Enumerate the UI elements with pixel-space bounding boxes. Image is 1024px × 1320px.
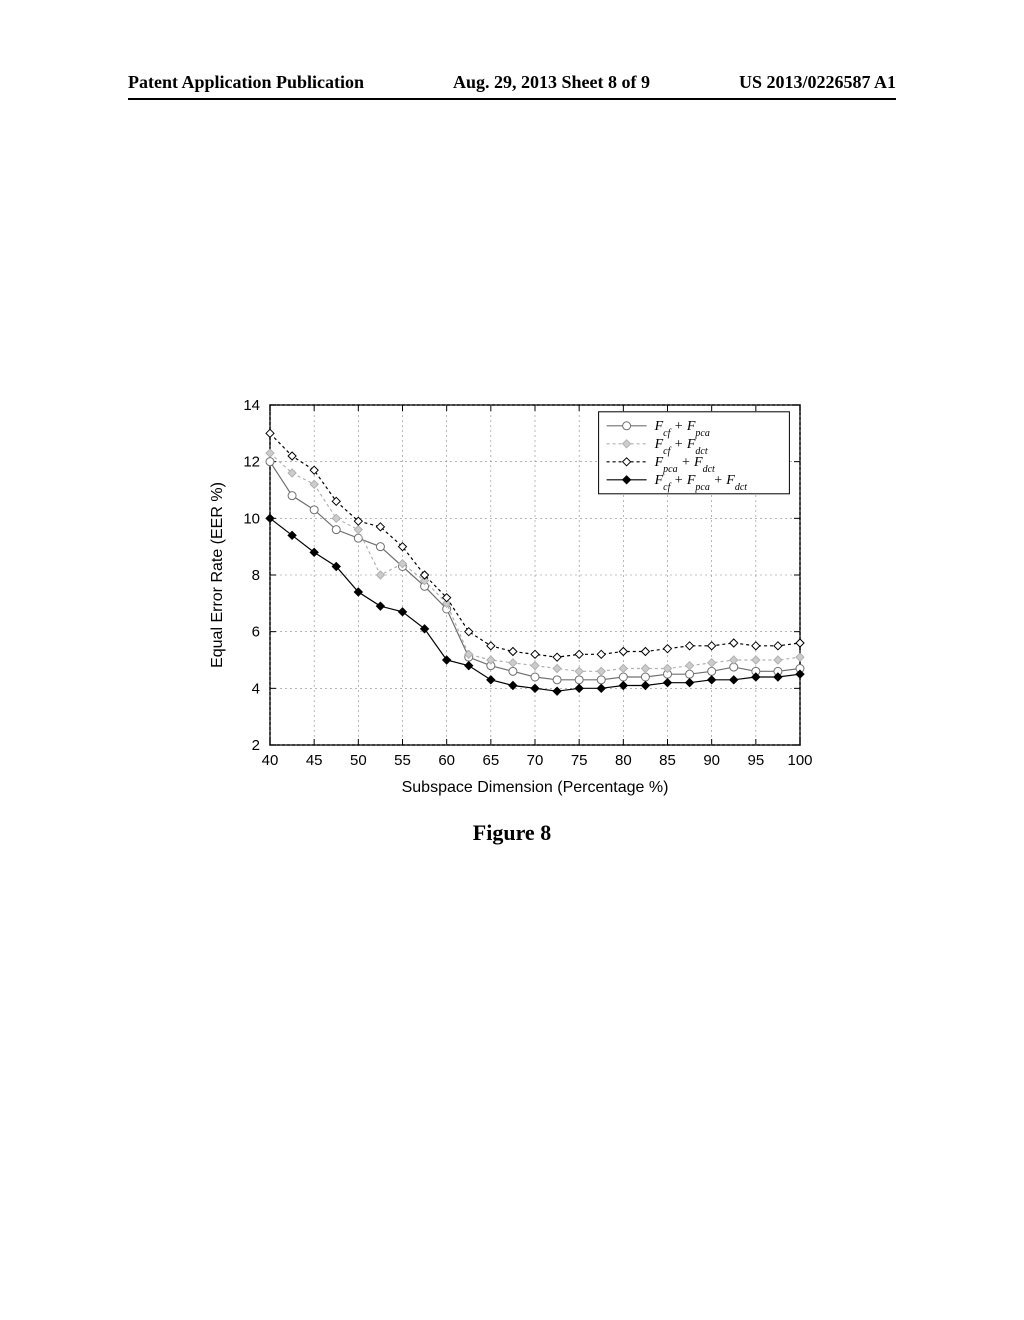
svg-text:95: 95 — [747, 752, 764, 769]
svg-text:14: 14 — [243, 397, 260, 414]
svg-text:6: 6 — [252, 624, 260, 641]
svg-text:85: 85 — [659, 752, 676, 769]
svg-text:70: 70 — [527, 752, 544, 769]
figure-caption-text: Figure 8 — [473, 820, 551, 845]
svg-text:40: 40 — [262, 752, 279, 769]
svg-text:8: 8 — [252, 567, 260, 584]
svg-text:90: 90 — [703, 752, 720, 769]
chart-container: 40 45 50 55 60 65 70 75 80 85 90 95 100 2 4 6 8 10 12 14 Sub… — [200, 390, 820, 810]
svg-text:Equal Error Rate (EER %): Equal Error Rate (EER %) — [209, 482, 226, 668]
header-center: Aug. 29, 2013 Sheet 8 of 9 — [453, 72, 650, 93]
svg-text:75: 75 — [571, 752, 588, 769]
svg-text:60: 60 — [438, 752, 455, 769]
svg-text:55: 55 — [394, 752, 411, 769]
svg-text:50: 50 — [350, 752, 367, 769]
svg-text:12: 12 — [243, 454, 260, 471]
svg-text:80: 80 — [615, 752, 632, 769]
svg-text:45: 45 — [306, 752, 323, 769]
svg-text:Subspace Dimension (Percentage: Subspace Dimension (Percentage %) — [402, 779, 669, 796]
svg-text:4: 4 — [252, 680, 260, 697]
page-header: Patent Application Publication Aug. 29, … — [0, 72, 1024, 93]
header-rule — [128, 98, 896, 100]
chart-svg: 40 45 50 55 60 65 70 75 80 85 90 95 100 2 4 6 8 10 12 14 Sub… — [200, 390, 820, 810]
svg-text:10: 10 — [243, 510, 260, 527]
svg-text:2: 2 — [252, 737, 260, 754]
svg-text:100: 100 — [787, 752, 812, 769]
svg-text:65: 65 — [482, 752, 499, 769]
header-left: Patent Application Publication — [128, 72, 364, 93]
header-right: US 2013/0226587 A1 — [739, 72, 896, 93]
figure-caption: Figure 8 — [0, 820, 1024, 846]
